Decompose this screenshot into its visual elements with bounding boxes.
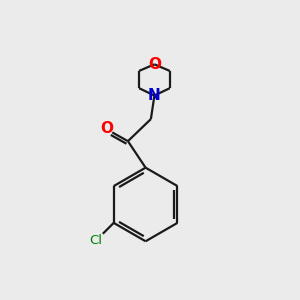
- Text: Cl: Cl: [89, 234, 103, 247]
- Text: O: O: [148, 57, 161, 72]
- Text: O: O: [100, 121, 113, 136]
- Text: N: N: [148, 88, 161, 103]
